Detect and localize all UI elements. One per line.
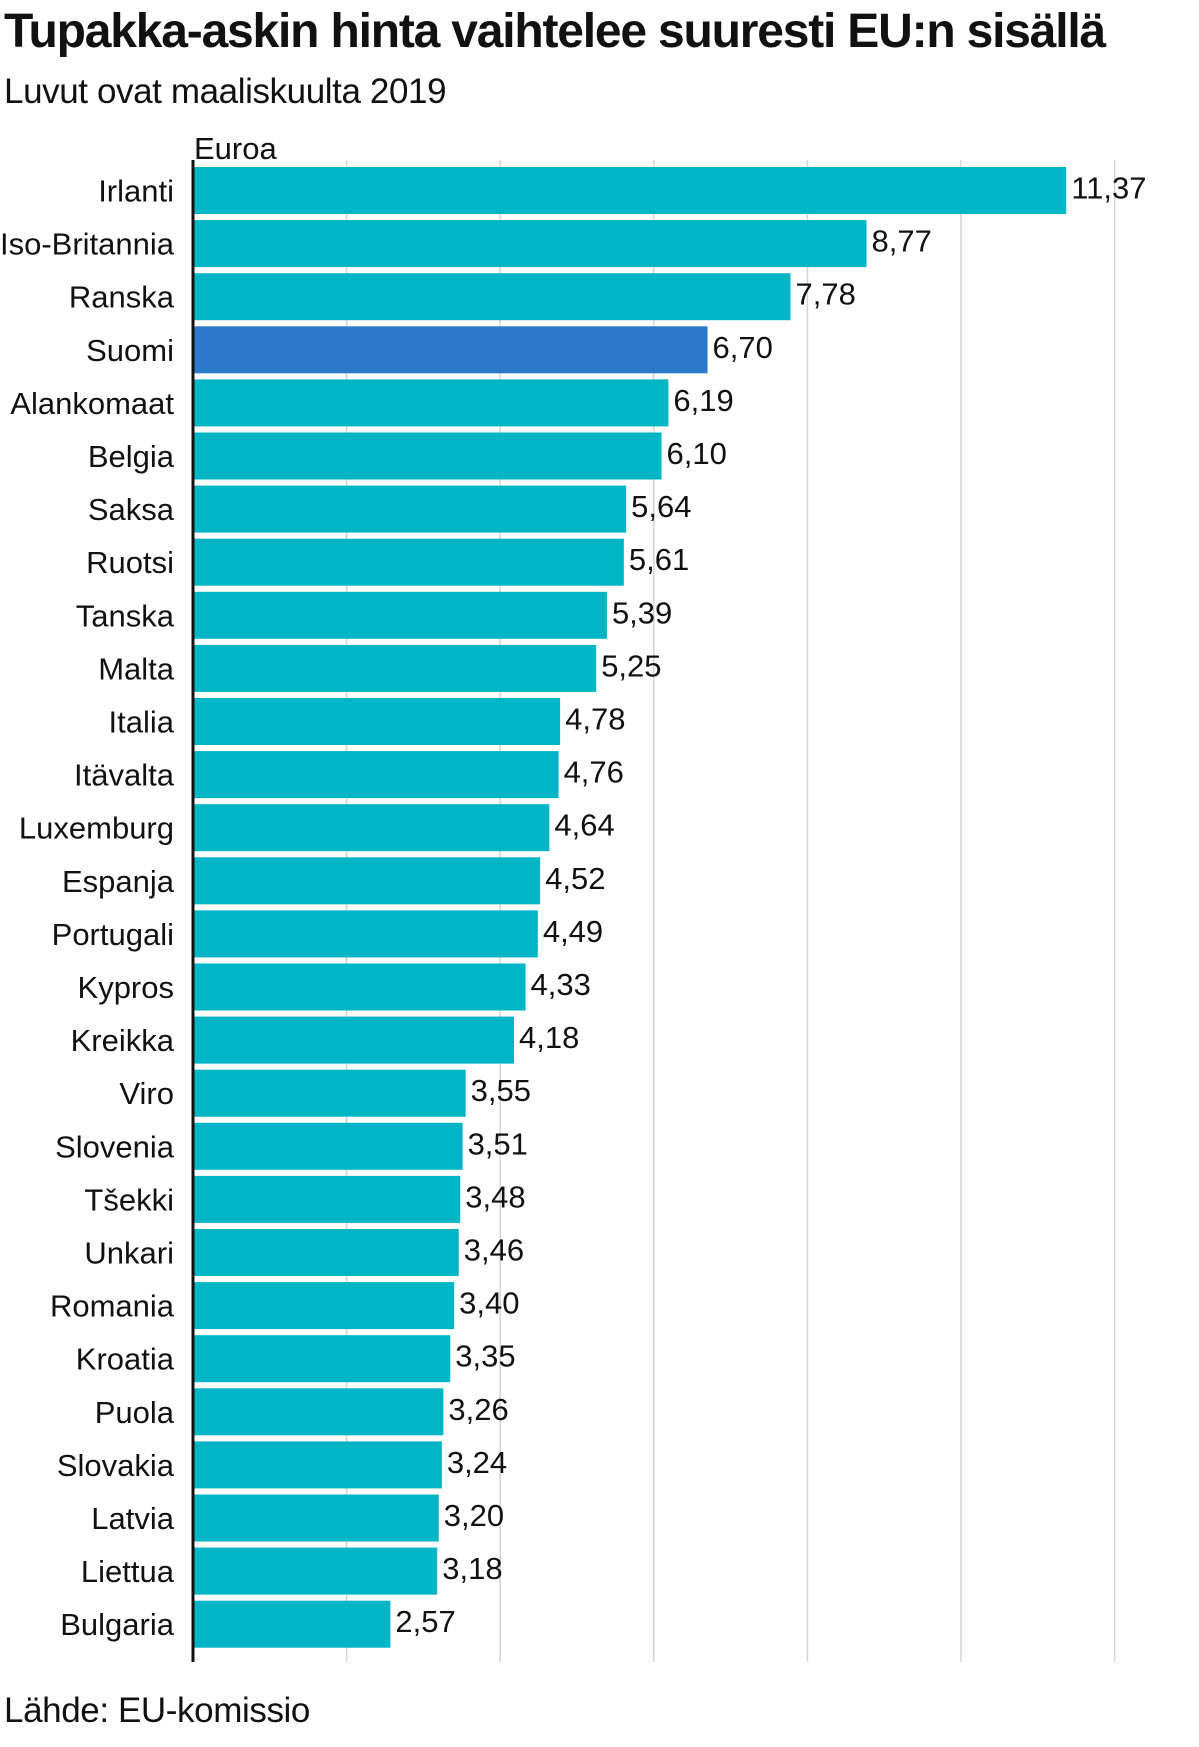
value-label: 5,61 xyxy=(629,542,689,577)
bar xyxy=(193,591,607,639)
category-label: Bulgaria xyxy=(60,1607,174,1642)
category-label: Kreikka xyxy=(71,1023,175,1058)
value-label: 8,77 xyxy=(872,224,932,259)
value-label: 4,52 xyxy=(545,861,605,896)
bar xyxy=(193,1282,455,1330)
bar xyxy=(193,644,597,692)
category-label: Tšekki xyxy=(84,1182,174,1217)
chart-title: Tupakka-askin hinta vaihtelee suuresti E… xyxy=(4,5,1106,58)
bar xyxy=(193,538,624,586)
bar xyxy=(193,485,627,533)
category-label: Belgia xyxy=(88,439,175,474)
category-label: Tanska xyxy=(76,598,175,633)
category-label: Alankomaat xyxy=(10,386,174,421)
bar xyxy=(193,1600,391,1648)
value-label: 4,33 xyxy=(531,967,591,1002)
value-label: 4,64 xyxy=(554,808,614,843)
value-label: 3,55 xyxy=(471,1073,531,1108)
bar xyxy=(193,220,867,268)
category-label: Itävalta xyxy=(74,758,175,793)
category-label: Suomi xyxy=(86,333,174,368)
bar xyxy=(193,1494,439,1542)
category-label: Kroatia xyxy=(76,1342,175,1377)
bar xyxy=(193,432,662,480)
category-label: Irlanti xyxy=(98,174,174,209)
value-label: 3,48 xyxy=(465,1179,525,1214)
value-label: 6,10 xyxy=(666,436,726,471)
bar xyxy=(193,751,559,799)
chart-subtitle: Luvut ovat maaliskuulta 2019 xyxy=(4,72,447,111)
value-label: 5,25 xyxy=(601,648,661,683)
bar xyxy=(193,1547,438,1595)
category-label: Malta xyxy=(98,651,175,686)
category-label: Puola xyxy=(95,1395,175,1430)
value-label: 6,19 xyxy=(673,383,733,418)
category-label: Romania xyxy=(50,1289,175,1324)
bar xyxy=(193,1229,459,1276)
category-label: Slovenia xyxy=(55,1129,175,1164)
category-label: Slovakia xyxy=(57,1448,175,1483)
value-label: 3,46 xyxy=(464,1233,524,1268)
value-label: 5,64 xyxy=(631,489,691,524)
category-label: Italia xyxy=(109,705,175,740)
value-label: 4,78 xyxy=(565,702,625,737)
value-label: 3,51 xyxy=(468,1126,528,1161)
category-label: Viro xyxy=(119,1076,174,1111)
unit-label: Euroa xyxy=(194,131,277,166)
value-label: 3,24 xyxy=(447,1445,507,1480)
value-label: 3,20 xyxy=(444,1498,504,1533)
value-label: 4,49 xyxy=(543,914,603,949)
bar xyxy=(193,1335,451,1383)
category-label: Liettua xyxy=(81,1554,175,1589)
bar xyxy=(193,857,541,905)
category-label: Latvia xyxy=(91,1501,174,1536)
bar xyxy=(193,1122,463,1170)
value-label: 5,39 xyxy=(612,595,672,630)
category-label: Saksa xyxy=(88,492,175,527)
category-labels: Irlanti Iso-Britannia Ranska Suomi Alankomaa… xyxy=(0,174,175,1643)
category-label: Espanja xyxy=(62,864,175,899)
value-label: 7,78 xyxy=(796,277,856,312)
category-label: Iso-Britannia xyxy=(0,227,175,262)
bar xyxy=(193,1016,515,1064)
bar xyxy=(193,1175,461,1223)
value-label: 2,57 xyxy=(395,1604,455,1639)
value-label: 4,76 xyxy=(564,755,624,790)
bar xyxy=(193,1441,442,1489)
bars xyxy=(193,167,1067,1648)
bar xyxy=(193,1388,444,1436)
category-label: Kypros xyxy=(78,970,174,1005)
bar xyxy=(193,910,538,958)
value-label: 3,35 xyxy=(455,1339,515,1374)
bar xyxy=(193,963,526,1011)
bar xyxy=(193,167,1067,214)
bar xyxy=(193,326,708,374)
category-label: Portugali xyxy=(52,917,174,952)
value-labels: 11,37 8,77 7,78 6,70 6,19 6,10 5,64 5,61 5,39 5,2… xyxy=(395,171,1146,1640)
bar xyxy=(193,379,669,427)
category-label: Ruotsi xyxy=(86,545,174,580)
value-label: 3,40 xyxy=(459,1286,519,1321)
value-label: 6,70 xyxy=(713,330,773,365)
value-label: 3,18 xyxy=(442,1551,502,1586)
bar xyxy=(193,1069,466,1117)
source-note: Lähde: EU-komissio xyxy=(4,1691,310,1730)
value-label: 3,26 xyxy=(448,1392,508,1427)
category-label: Ranska xyxy=(69,280,175,315)
value-label: 4,18 xyxy=(519,1020,579,1055)
bar xyxy=(193,698,561,745)
bar xyxy=(193,804,550,852)
bar xyxy=(193,273,791,321)
value-label: 11,37 xyxy=(1071,171,1146,206)
category-label: Unkari xyxy=(84,1236,174,1271)
category-label: Luxemburg xyxy=(19,811,174,846)
